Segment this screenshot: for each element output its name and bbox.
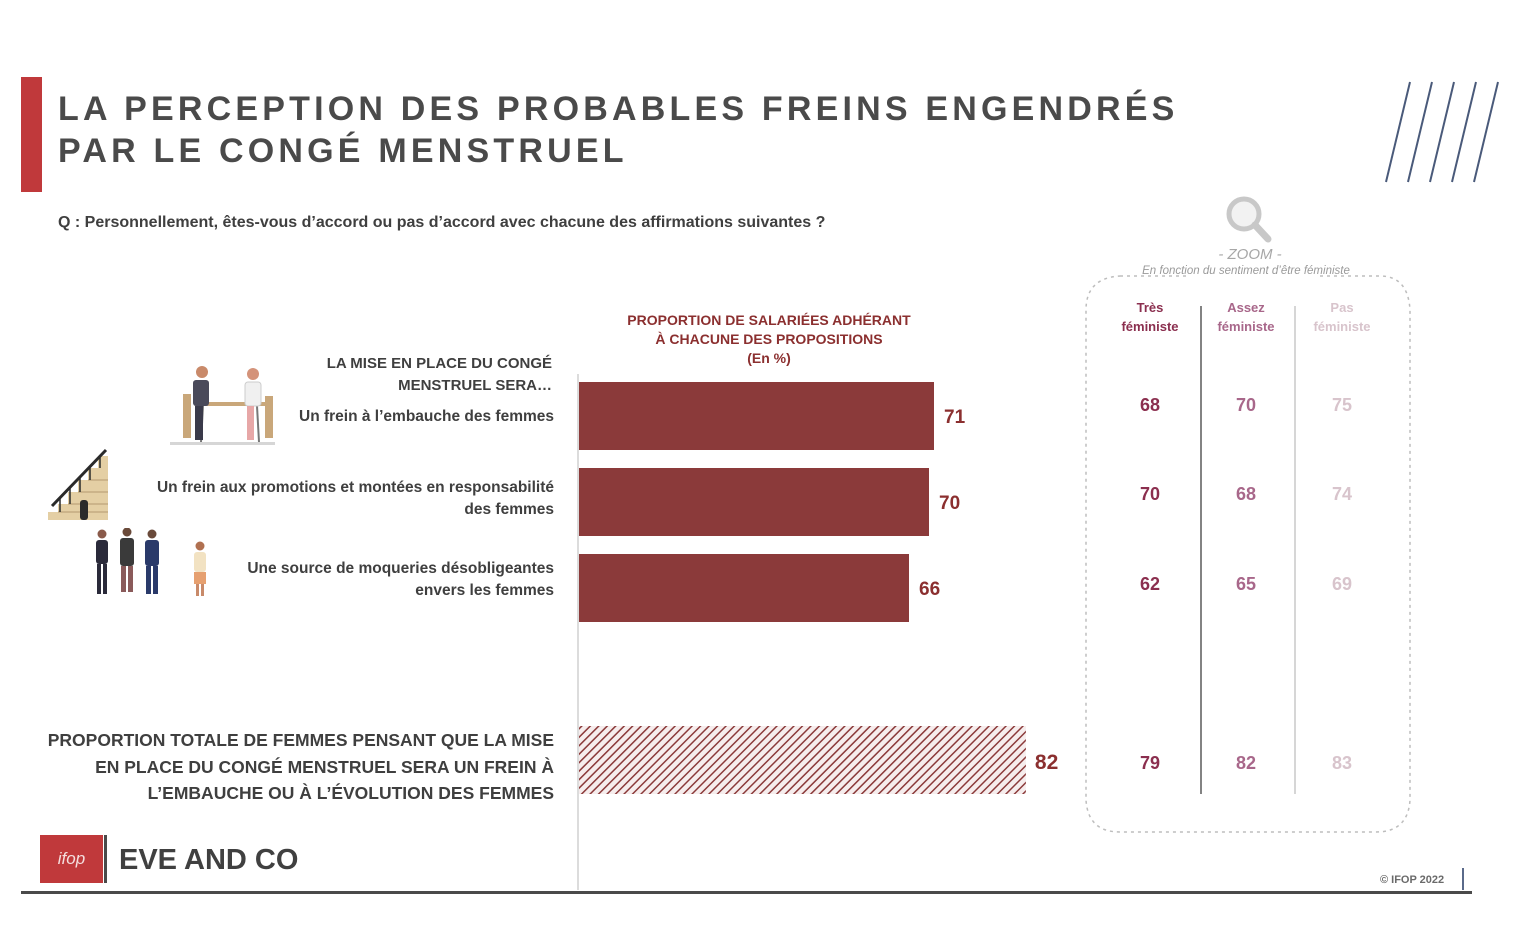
- category-label-2: Une source de moqueries désobligeantes e…: [247, 560, 554, 599]
- bar-1: [579, 468, 929, 536]
- copyright: © IFOP 2022: [1380, 874, 1445, 886]
- chart-header-line1: PROPORTION DE SALARIÉES ADHÉRANT: [627, 312, 911, 328]
- staircase-icon: [48, 448, 108, 520]
- zoom-column-header-0: Très féministe: [1102, 298, 1198, 336]
- chart-header-unit: (En %): [747, 350, 791, 366]
- zoom-column-header-line1: Pas: [1330, 300, 1354, 315]
- chart-header-line2: À CHACUNE DES PROPOSITIONS: [655, 331, 883, 347]
- footer-line: [21, 891, 1472, 894]
- zoom-column-header-line2: féministe: [1313, 319, 1371, 334]
- copyright-tick: [1462, 868, 1464, 890]
- zoom-panel-frame: [1085, 275, 1411, 833]
- zoom-subtitle: En fonction du sentiment d’être féminist…: [1142, 265, 1350, 277]
- survey-question: Q : Personnellement, êtes-vous d’accord …: [58, 214, 826, 231]
- zoom-value: 68: [1235, 484, 1257, 504]
- slide-title: LA PERCEPTION DES PROBABLES FREINS ENGEN…: [58, 90, 1179, 170]
- zoom-value: 79: [1139, 753, 1161, 773]
- bar-value-label-2: 66: [919, 579, 940, 600]
- zoom-column-header-line2: féministe: [1217, 319, 1275, 334]
- zoom-column-header-line1: Assez: [1227, 300, 1265, 315]
- chart-header: PROPORTION DE SALARIÉES ADHÉRANT À CHACU…: [596, 311, 942, 368]
- meeting-icon: [170, 366, 275, 445]
- total-bar: [579, 726, 1026, 794]
- bar-value-label-1: 70: [939, 493, 960, 514]
- brand-name: EVE AND CO: [119, 844, 299, 876]
- zoom-value: 70: [1235, 395, 1257, 415]
- zoom-value: 68: [1139, 395, 1161, 415]
- zoom-value: 83: [1331, 753, 1353, 773]
- logo-divider: [104, 835, 107, 883]
- total-label: PROPORTION TOTALE DE FEMMES PENSANT QUE …: [47, 730, 554, 803]
- magnifier-icon: [1226, 196, 1272, 243]
- zoom-value: 65: [1235, 574, 1257, 594]
- zoom-value: 75: [1331, 395, 1353, 415]
- category-label-1: Un frein aux promotions et montées en re…: [156, 479, 554, 518]
- bar-0: [579, 382, 934, 450]
- zoom-column-header-line1: Très: [1136, 300, 1164, 315]
- zoom-value: 69: [1331, 574, 1353, 594]
- bar-2: [579, 554, 909, 622]
- total-bar-value-label: 82: [1035, 751, 1058, 774]
- zoom-column-header-1: Assez féministe: [1198, 298, 1294, 336]
- intro-label: LA MISE EN PLACE DU CONGÉ MENSTRUEL SERA…: [326, 355, 552, 394]
- zoom-column-header-2: Pas féministe: [1294, 298, 1390, 336]
- bar-value-label-0: 71: [944, 407, 966, 428]
- category-label-0: Un frein à l’embauche des femmes: [299, 408, 554, 425]
- zoom-value: 70: [1139, 484, 1161, 504]
- ifop-logo: ifop: [40, 835, 103, 883]
- people-group-icon: [96, 528, 206, 596]
- zoom-value: 74: [1331, 484, 1353, 504]
- zoom-title: - ZOOM -: [1218, 246, 1282, 263]
- zoom-column-header-line2: féministe: [1121, 319, 1179, 334]
- title-accent-bar: [21, 77, 42, 192]
- zoom-value: 82: [1235, 753, 1257, 773]
- zoom-value: 62: [1139, 574, 1161, 594]
- diagonal-lines-decoration: [1385, 81, 1499, 183]
